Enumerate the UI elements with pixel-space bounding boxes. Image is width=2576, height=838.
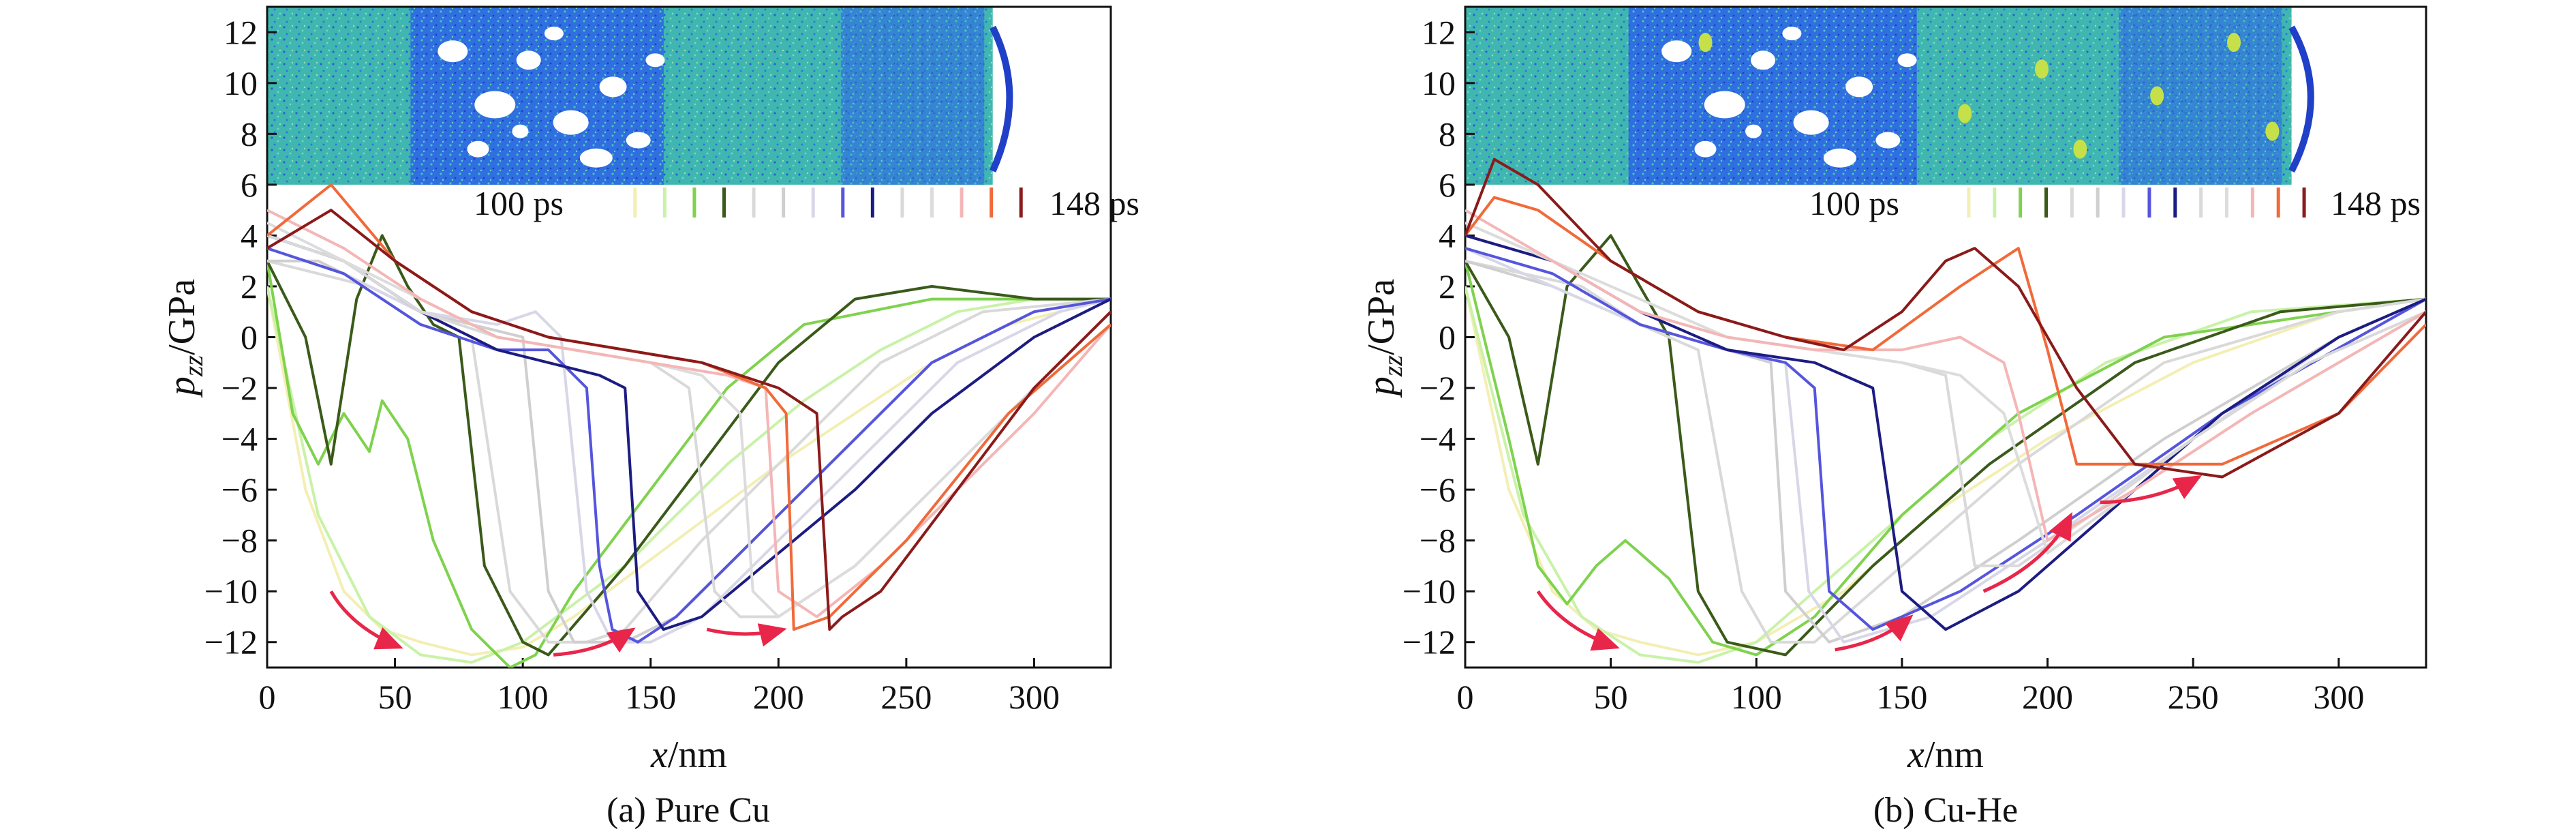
series-line-146-ps <box>267 183 1111 631</box>
x-tick-label: 300 <box>2313 678 2364 716</box>
propagation-arrow <box>329 590 403 650</box>
x-tick-label: 300 <box>1009 678 1060 716</box>
legend-end-label: 148 ps <box>2331 184 2421 222</box>
x-tick-label: 0 <box>259 678 276 716</box>
x-tick-label: 0 <box>1457 678 1474 716</box>
y-tick-label: 0 <box>241 318 258 357</box>
propagation-arrow <box>706 623 787 647</box>
propagation-arrow <box>1835 614 1914 652</box>
y-tick-label: 8 <box>1439 115 1456 153</box>
series-line-128-ps <box>1465 247 2426 631</box>
series-line-112-ps <box>267 234 1111 657</box>
y-tick-label: −6 <box>1420 470 1456 509</box>
x-tick-label: 250 <box>2168 678 2219 716</box>
y-tick-label: −6 <box>221 470 258 509</box>
y-tick-label: −8 <box>1420 522 1456 560</box>
y-tick-label: 6 <box>1439 166 1456 204</box>
x-axis-title: x/nm <box>650 734 727 776</box>
legend-start-label: 100 ps <box>1809 184 1899 222</box>
x-tick-label: 100 <box>1731 678 1782 716</box>
y-tick-label: −4 <box>1420 420 1456 458</box>
x-tick-label: 250 <box>880 678 932 716</box>
x-tick-label: 50 <box>1594 678 1628 716</box>
propagation-arrow <box>1982 511 2072 593</box>
y-tick-label: 4 <box>241 216 258 254</box>
y-axis-title: pzz/GPa <box>161 279 209 398</box>
x-tick-label: 50 <box>378 678 412 716</box>
series-line-144-ps <box>1465 209 2426 542</box>
y-tick-label: 4 <box>1439 216 1456 254</box>
series-line-148-ps <box>1465 158 2426 479</box>
series-line-112-ps <box>1465 234 2426 657</box>
y-tick-label: −12 <box>204 623 258 661</box>
propagation-arrow <box>2100 475 2203 505</box>
y-tick-label: −4 <box>221 420 258 458</box>
series-line-100-ps <box>267 286 1111 657</box>
y-axis-title: pzz/GPa <box>1360 279 1408 398</box>
y-tick-label: 2 <box>241 267 258 305</box>
series-line-116-ps <box>1465 259 2426 644</box>
panel-caption: (a) Pure Cu <box>607 791 770 830</box>
x-tick-label: 150 <box>1876 678 1927 716</box>
y-tick-label: −12 <box>1402 623 1456 661</box>
y-tick-label: 8 <box>241 115 258 153</box>
series-line-104-ps <box>267 286 1111 664</box>
y-tick-label: −2 <box>221 369 258 407</box>
x-tick-label: 150 <box>625 678 676 716</box>
x-tick-label: 200 <box>753 678 804 716</box>
x-tick-label: 100 <box>497 678 549 716</box>
y-tick-label: −8 <box>221 522 258 560</box>
series-line-148-ps <box>267 209 1111 631</box>
y-tick-label: 10 <box>1422 64 1456 102</box>
y-tick-label: 2 <box>1439 267 1456 305</box>
inset-snapshot <box>267 7 1013 185</box>
series-line-146-ps <box>1465 196 2426 466</box>
x-tick-label: 200 <box>2022 678 2073 716</box>
propagation-arrow <box>1536 590 1620 651</box>
propagation-arrow <box>553 627 636 657</box>
y-tick-label: −10 <box>204 572 258 610</box>
legend-start-label: 100 ps <box>474 184 564 222</box>
panel-caption: (b) Cu-He <box>1873 791 2018 830</box>
series-line-132-ps <box>267 234 1111 631</box>
y-tick-label: 12 <box>224 13 258 51</box>
series-line-116-ps <box>267 259 1111 644</box>
y-tick-label: 12 <box>1422 13 1456 51</box>
series-line-108-ps <box>1465 260 2426 657</box>
y-tick-label: 0 <box>1439 318 1456 357</box>
y-tick-label: 6 <box>241 166 258 204</box>
series-group <box>267 183 1111 668</box>
y-tick-label: −2 <box>1420 369 1456 407</box>
series-line-120-ps <box>1465 259 2426 644</box>
series-line-120-ps <box>267 259 1111 644</box>
series-group <box>1465 158 2426 664</box>
y-tick-label: −10 <box>1402 572 1456 610</box>
y-tick-label: 10 <box>224 64 258 102</box>
inset-snapshot <box>1465 7 2314 185</box>
x-axis-title: x/nm <box>1907 734 1984 776</box>
legend-end-label: 148 ps <box>1049 184 1139 222</box>
